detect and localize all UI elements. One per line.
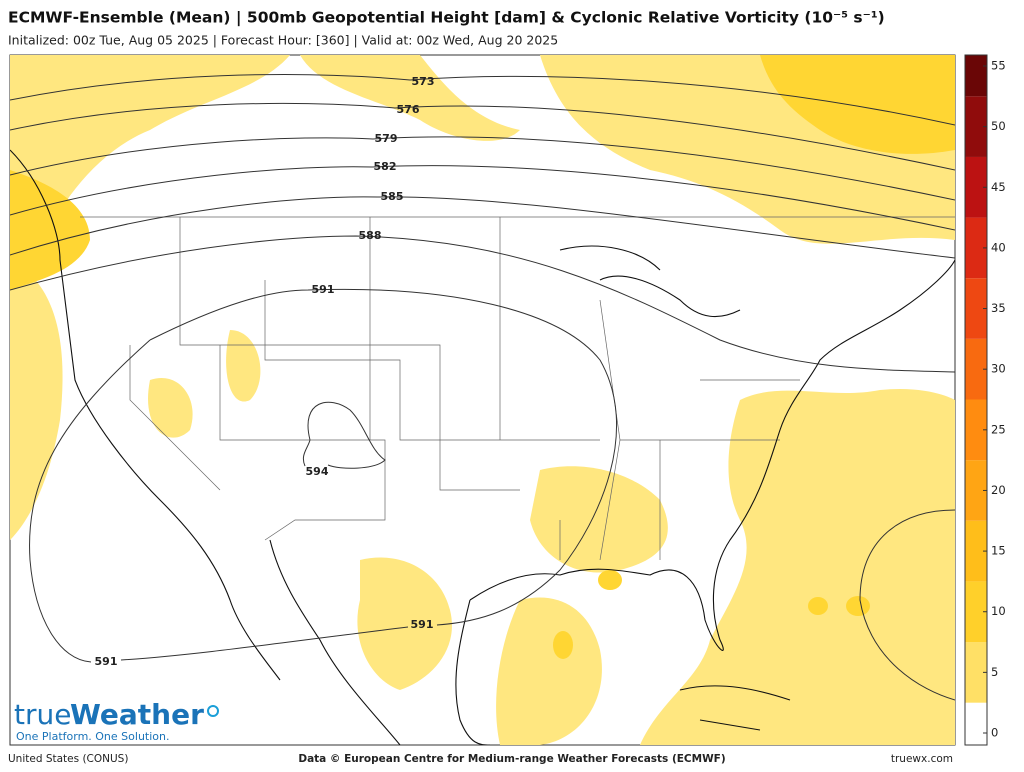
contour-label: 573: [412, 75, 435, 88]
colorbar-tick-label: 15: [991, 544, 1006, 558]
colorbar-segment: [965, 55, 987, 97]
colorbar-tick-label: 10: [991, 604, 1006, 618]
colorbar-segment: [965, 278, 987, 339]
contour-label: 591: [312, 283, 335, 296]
coastlines: [10, 149, 955, 745]
colorbar-tick-label: 20: [991, 483, 1006, 497]
colorbar-segment: [965, 520, 987, 582]
colorbar-segment: [965, 399, 987, 461]
logo: true Weather One Platform. One Solution.: [14, 698, 219, 743]
vorticity-shading: [10, 55, 955, 745]
colorbar-segment: [965, 156, 987, 218]
subtitle: Initalized: 00z Tue, Aug 05 2025 | Forec…: [8, 33, 558, 48]
footer-region: United States (CONUS): [8, 753, 128, 765]
colorbar-tick-label: 0: [991, 726, 998, 740]
colorbar-segment: [965, 217, 987, 279]
logo-tagline: One Platform. One Solution.: [16, 730, 169, 743]
colorbar: 0 5 10 15 20 25 30 35 40 45 50 55: [964, 54, 1006, 746]
colorbar-segment: [965, 702, 987, 745]
colorbar-segment: [965, 96, 987, 157]
footer-credit: Data © European Centre for Medium-range …: [298, 753, 725, 765]
logo-bold: Weather: [70, 698, 204, 731]
colorbar-segment: [965, 460, 987, 521]
logo-light: true: [14, 698, 71, 731]
colorbar-tick-label: 35: [991, 301, 1006, 315]
colorbar-tick-label: 30: [991, 362, 1006, 376]
colorbar-tick-label: 50: [991, 119, 1006, 133]
contour-label: 591: [95, 655, 118, 668]
colorbar-frame: [964, 54, 988, 746]
contour-label: 579: [375, 132, 398, 145]
contour-label: 582: [374, 160, 397, 173]
height-contours: [10, 74, 955, 701]
map: 573 576 579 582 585 588 591 594 591 591 …: [9, 54, 956, 746]
contour-label: 585: [381, 190, 404, 203]
colorbar-tick-label: 40: [991, 240, 1006, 254]
colorbar-segment: [965, 338, 987, 400]
colorbar-segment: [965, 642, 987, 703]
contour-label: 594: [306, 465, 329, 478]
contour-label: 576: [397, 103, 420, 116]
boundaries: [80, 216, 955, 561]
colorbar-tick-label: 45: [991, 180, 1006, 194]
title: ECMWF-Ensemble (Mean) | 500mb Geopotenti…: [8, 9, 885, 28]
colorbar-tick-label: 25: [991, 422, 1006, 436]
contour-label: 588: [359, 229, 382, 242]
logo-dot: [207, 705, 219, 717]
contour-label: 591: [411, 618, 434, 631]
colorbar-tick-label: 55: [991, 59, 1006, 73]
footer-site: truewx.com: [891, 753, 953, 765]
colorbar-tick-label: 5: [991, 665, 998, 679]
colorbar-segment: [965, 581, 987, 643]
